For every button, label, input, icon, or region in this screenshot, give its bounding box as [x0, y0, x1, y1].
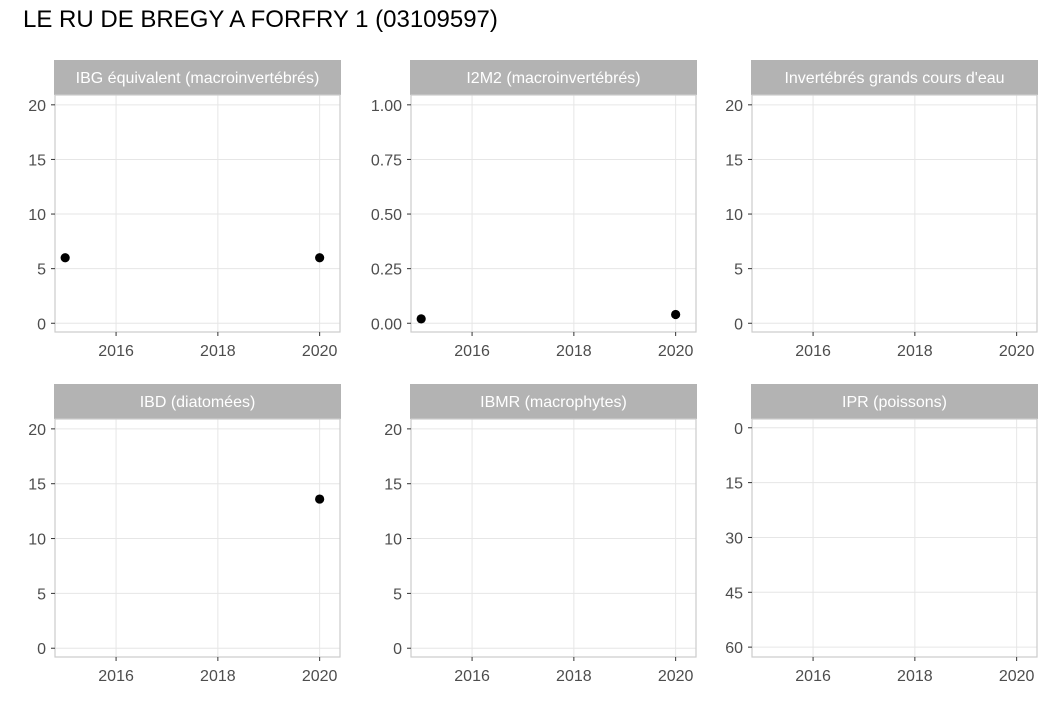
y-tick-label: 45: [725, 585, 743, 602]
y-tick-label: 10: [28, 532, 46, 549]
facet-strip-label: I2M2 (macroinvertébrés): [466, 70, 640, 87]
panel-border: [54, 94, 341, 333]
facet-strip: [751, 60, 1038, 95]
x-tick-label: 2020: [999, 668, 1035, 685]
y-tick-label: 0: [734, 421, 743, 438]
panel-border: [751, 94, 1038, 333]
x-tick-label: 2016: [795, 668, 831, 685]
x-tick-label: 2016: [98, 343, 134, 360]
y-tick-label: 10: [28, 207, 46, 224]
data-point: [315, 494, 325, 504]
y-tick-label: 15: [384, 477, 402, 494]
facet-strip-label: IPR (poissons): [842, 394, 947, 411]
facet-strip: [410, 60, 697, 95]
facet-strip-label: IBMR (macrophytes): [480, 394, 627, 411]
y-tick-label: 60: [725, 640, 743, 657]
y-tick-label: 5: [393, 586, 402, 603]
panel-1: IBG équivalent (macroinvertébrés) 0 5 10 15 2…: [28, 60, 341, 360]
x-tick-label: 2018: [897, 668, 933, 685]
facet-strip-label: IBD (diatomées): [140, 394, 256, 411]
y-tick-label: 1.00: [371, 98, 402, 115]
y-tick-label: 20: [28, 98, 46, 115]
x-tick-label: 2018: [897, 343, 933, 360]
data-point: [60, 253, 70, 263]
data-point: [416, 314, 426, 324]
panel-4: IBD (diatomées) 0 5 10 15 20 2016 2018 2020: [28, 384, 341, 685]
y-tick-label: 5: [37, 586, 46, 603]
facet-strip: [54, 60, 341, 95]
panel-5: IBMR (macrophytes) 0 5 10 15 20 2016 2018 2020: [384, 384, 697, 685]
x-tick-label: 2016: [454, 668, 490, 685]
y-tick-label: 0.00: [371, 316, 402, 333]
y-tick-label: 15: [28, 477, 46, 494]
x-tick-label: 2018: [556, 343, 592, 360]
x-tick-label: 2018: [556, 668, 592, 685]
y-tick-label: 0: [734, 316, 743, 333]
y-tick-label: 0: [37, 316, 46, 333]
y-tick-label: 0.25: [371, 262, 402, 279]
panel-border: [751, 418, 1038, 658]
y-tick-label: 30: [725, 530, 743, 547]
page-title: LE RU DE BREGY A FORFRY 1 (03109597): [23, 6, 498, 33]
x-tick-label: 2020: [658, 668, 694, 685]
x-tick-label: 2020: [999, 343, 1035, 360]
x-tick-label: 2020: [658, 343, 694, 360]
data-point: [671, 309, 681, 320]
y-tick-label: 15: [28, 152, 46, 169]
x-tick-label: 2020: [302, 668, 338, 685]
x-tick-label: 2016: [98, 668, 134, 685]
y-tick-label: 0: [37, 641, 46, 658]
panel-border: [410, 94, 697, 333]
y-tick-label: 5: [734, 262, 743, 279]
facet-strip-label: Invertébrés grands cours d'eau: [784, 70, 1004, 87]
facet-strip-label: IBG équivalent (macroinvertébrés): [76, 70, 320, 87]
y-tick-label: 20: [28, 422, 46, 439]
panel-3: Invertébrés grands cours d'eau0510152020…: [725, 60, 1038, 360]
y-tick-label: 20: [725, 98, 743, 115]
y-tick-label: 0.75: [371, 152, 402, 169]
x-tick-label: 2020: [302, 343, 338, 360]
y-tick-label: 15: [725, 476, 743, 493]
y-tick-label: 15: [725, 152, 743, 169]
x-tick-label: 2018: [200, 343, 236, 360]
panel-2: I2M2 (macroinvertébrés) 0.00 0.25 0.50 0.75 1…: [371, 60, 697, 360]
panel-6: IPR (poissons) 0 15 30 45 60 2016 2018 2020: [725, 384, 1038, 685]
x-tick-label: 2016: [454, 343, 490, 360]
y-tick-label: 20: [384, 422, 402, 439]
x-tick-label: 2018: [200, 668, 236, 685]
x-tick-label: 2016: [795, 343, 831, 360]
facet-strip: [410, 384, 697, 419]
y-tick-label: 0: [393, 641, 402, 658]
panel-border: [410, 418, 697, 658]
y-tick-label: 5: [37, 262, 46, 279]
y-tick-label: 10: [725, 207, 743, 224]
facet-strip: [54, 384, 341, 419]
facet-strip: [751, 384, 1038, 419]
data-point: [315, 253, 325, 263]
y-tick-label: 0.50: [371, 207, 402, 224]
y-tick-label: 10: [384, 532, 402, 549]
panel-border: [54, 418, 341, 658]
